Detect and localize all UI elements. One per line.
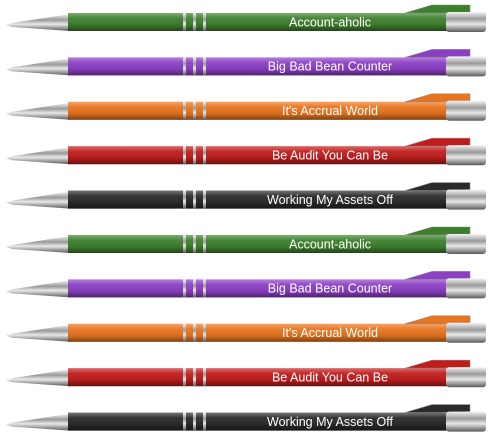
pen-label: Be Audit You Can Be bbox=[272, 370, 388, 384]
pen-label: Big Bad Bean Counter bbox=[268, 60, 392, 74]
pen-ring bbox=[183, 279, 186, 298]
pen-cap bbox=[446, 367, 486, 388]
pen-ring bbox=[193, 412, 196, 431]
pen-ring bbox=[203, 323, 206, 342]
pen: Big Bad Bean Counter bbox=[6, 49, 486, 77]
pen-ring bbox=[183, 412, 186, 431]
pen: Be Audit You Can Be bbox=[6, 359, 486, 388]
pen-clip bbox=[404, 226, 471, 236]
pen-clip bbox=[404, 315, 471, 325]
pen-barrel-shade bbox=[68, 323, 448, 342]
pen-ring bbox=[203, 101, 206, 120]
pen: Working My Assets Off bbox=[6, 404, 486, 432]
pen-ring bbox=[193, 279, 196, 298]
pen-ring bbox=[183, 235, 186, 253]
pen-cap bbox=[446, 145, 486, 166]
pen-ring bbox=[183, 323, 186, 342]
pen-barrel-shade bbox=[68, 412, 448, 431]
pen-ring bbox=[193, 190, 196, 209]
pen-ring bbox=[183, 190, 186, 209]
pen-ring bbox=[193, 235, 196, 253]
pen-clip bbox=[404, 404, 471, 413]
pen-ring bbox=[183, 368, 186, 387]
pen-tip bbox=[6, 280, 70, 298]
pen-label: It's Accrual World bbox=[282, 104, 378, 118]
pen-tip bbox=[6, 58, 70, 76]
pen-label: Working My Assets Off bbox=[267, 415, 393, 429]
pen: It's Accrual World bbox=[6, 315, 486, 343]
pen-barrel-shade bbox=[68, 101, 448, 120]
pen-ring bbox=[203, 279, 206, 298]
pen-ring bbox=[183, 57, 186, 76]
pen-ring bbox=[203, 13, 206, 31]
pen-cap bbox=[446, 278, 486, 299]
pen-ring bbox=[193, 101, 196, 120]
pen: It's Accrual World bbox=[6, 93, 486, 121]
pen-ring bbox=[193, 323, 196, 342]
pen-ring bbox=[183, 13, 186, 31]
pen-ring bbox=[203, 190, 206, 209]
pen-tip bbox=[6, 191, 70, 209]
pen-barrel-shade bbox=[68, 13, 448, 31]
pen-ring bbox=[203, 146, 206, 165]
pen: Big Bad Bean Counter bbox=[6, 271, 486, 299]
pen-tip bbox=[6, 369, 70, 387]
pen-barrel-shade bbox=[68, 235, 448, 253]
pen-tip bbox=[6, 102, 70, 120]
pen-cap bbox=[446, 234, 486, 254]
pen-cap bbox=[446, 100, 486, 121]
pen-tip bbox=[6, 236, 70, 253]
pen-ring bbox=[193, 13, 196, 31]
pen-cap bbox=[446, 411, 486, 432]
pen-ring bbox=[203, 235, 206, 253]
pen-tip bbox=[6, 14, 70, 31]
pen-tip bbox=[6, 324, 70, 342]
pen-clip bbox=[404, 137, 471, 147]
pen-cap bbox=[446, 56, 486, 77]
pen-clip bbox=[404, 271, 471, 280]
pen-ring bbox=[193, 146, 196, 165]
pen-ring bbox=[183, 101, 186, 120]
pen-ring bbox=[203, 57, 206, 76]
pen-label: Account-aholic bbox=[289, 237, 371, 251]
pen-label: Big Bad Bean Counter bbox=[268, 282, 392, 296]
pen-clip bbox=[404, 93, 471, 103]
pen-tip bbox=[6, 147, 70, 165]
pen-tip bbox=[6, 413, 70, 431]
pen-ring bbox=[203, 368, 206, 387]
pen-ring bbox=[193, 368, 196, 387]
pen-barrel-shade bbox=[68, 57, 448, 76]
pen: Be Audit You Can Be bbox=[6, 137, 486, 166]
pen-barrel-shade bbox=[68, 190, 448, 209]
pen-label: It's Accrual World bbox=[282, 326, 378, 340]
pen-ring bbox=[193, 57, 196, 76]
pen-cap bbox=[446, 189, 486, 210]
pen-cap bbox=[446, 322, 486, 343]
pen-clip bbox=[404, 182, 471, 191]
pen-ring bbox=[203, 412, 206, 431]
pen: Account-aholic bbox=[6, 4, 486, 32]
pen-ring bbox=[183, 146, 186, 165]
pen-clip bbox=[404, 49, 471, 58]
pen-clip bbox=[404, 4, 471, 14]
pen-cap bbox=[446, 12, 486, 32]
pen-label: Working My Assets Off bbox=[267, 193, 393, 207]
pen: Account-aholic bbox=[6, 226, 486, 254]
pen-clip bbox=[404, 359, 471, 369]
pen-barrel-shade bbox=[68, 279, 448, 298]
pen: Working My Assets Off bbox=[6, 182, 486, 210]
pen-label: Be Audit You Can Be bbox=[272, 148, 388, 162]
pen-label: Account-aholic bbox=[289, 15, 371, 29]
pen-barrel-shade bbox=[68, 368, 448, 387]
pen-barrel-shade bbox=[68, 146, 448, 165]
